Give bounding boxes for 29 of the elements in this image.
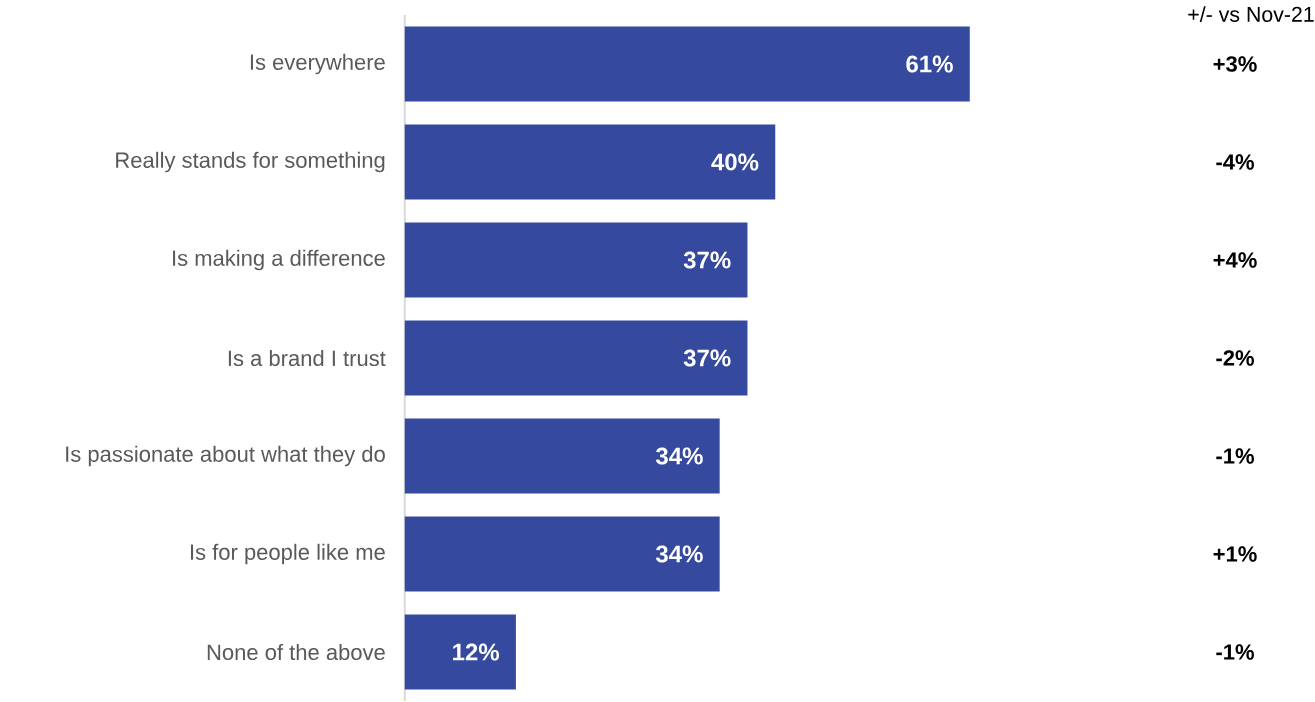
data-label: 12% — [453, 643, 499, 661]
data-label: 61% — [906, 55, 953, 73]
text: -1% — [1216, 644, 1254, 660]
text: -2% — [1216, 350, 1254, 366]
text: -4% — [1216, 154, 1254, 170]
text: +3% — [1213, 56, 1257, 72]
text: +1% — [1213, 546, 1257, 562]
text: +/- vs Nov-21 — [1188, 6, 1314, 22]
bar — [404, 320, 748, 396]
y-tick-label: Really stands for something — [116, 151, 385, 173]
data-label: 37% — [683, 349, 731, 367]
text: -1% — [1216, 448, 1254, 464]
y-tick-label: None of the above — [207, 643, 385, 661]
y-tick-label: Is making a difference — [173, 249, 385, 271]
bar — [404, 418, 720, 494]
bar — [404, 222, 748, 298]
bar — [404, 26, 970, 102]
y-tick-label: Is passionate about what they do — [66, 445, 385, 467]
data-label: 37% — [683, 251, 731, 269]
bar — [404, 614, 516, 690]
text: +4% — [1213, 252, 1257, 268]
y-tick-label: Is a brand I trust — [228, 349, 386, 367]
bar — [404, 124, 776, 200]
data-label: 40% — [711, 153, 759, 171]
data-label: 34% — [655, 545, 703, 563]
y-tick-label: Is everywhere — [250, 53, 385, 75]
data-label: 34% — [655, 447, 703, 465]
bar — [404, 516, 720, 592]
y-tick-label: Is for people like me — [190, 543, 385, 565]
